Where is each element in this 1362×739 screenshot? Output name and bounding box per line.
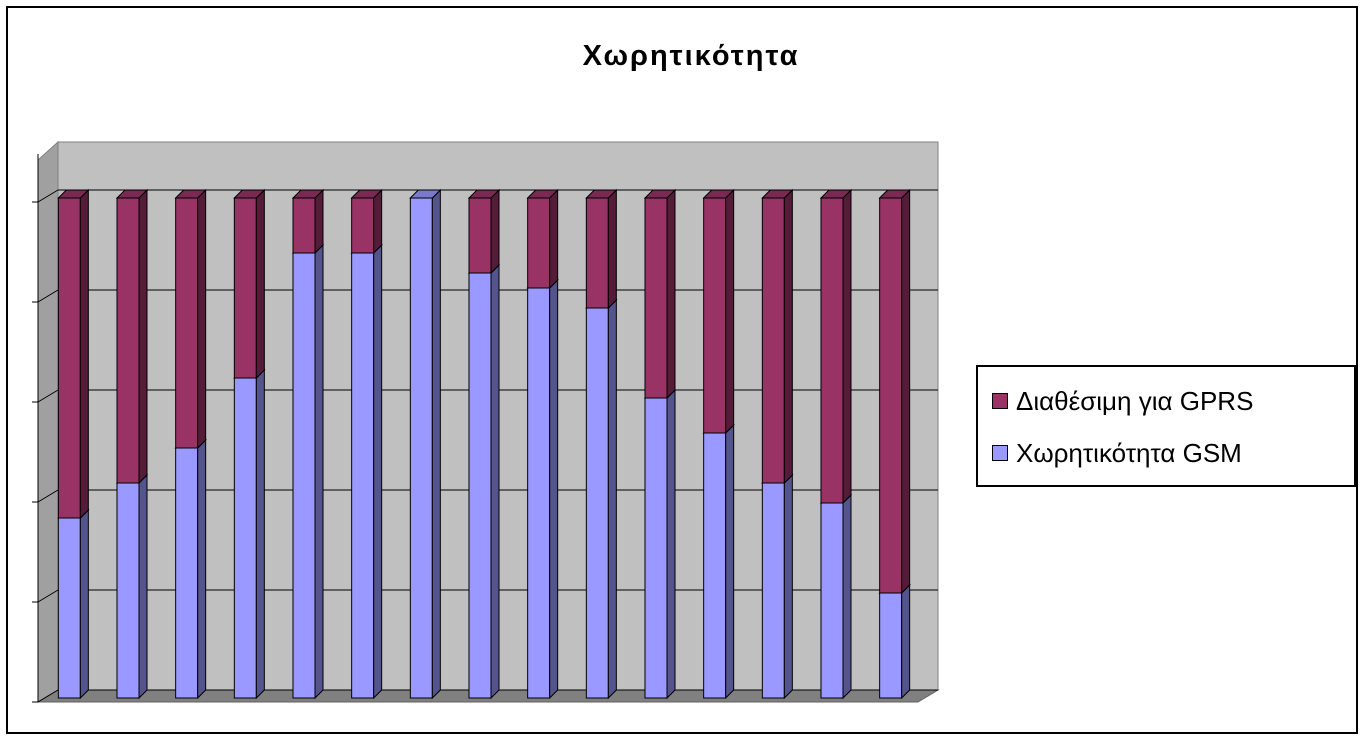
bar-side-gprs — [725, 188, 735, 435]
bar-side-gprs — [901, 188, 911, 595]
bar-gsm — [468, 272, 492, 699]
bar-gprs — [527, 197, 551, 289]
bar-gprs — [175, 197, 199, 449]
bar-top-gprs — [115, 189, 149, 199]
bar-gsm — [57, 517, 81, 699]
bar-top-gprs — [291, 189, 325, 199]
bar-top-gprs — [702, 189, 735, 199]
bar-gprs — [233, 197, 257, 379]
legend-label-gprs: Διαθέσιμη για GPRS — [1016, 385, 1254, 416]
bar-side-gprs — [138, 188, 148, 485]
gridline-side — [37, 589, 59, 603]
bar-side-gprs — [314, 188, 324, 255]
bar-top-gprs — [761, 189, 794, 199]
legend: Διαθέσιμη για GPRS Χωρητικότητα GSM — [976, 365, 1356, 487]
bar-side-gsm — [255, 368, 265, 700]
bar-side-gsm — [79, 508, 89, 700]
bar-side-gprs — [666, 188, 676, 400]
bar-gsm — [703, 432, 727, 699]
bar-top-gprs — [174, 189, 207, 199]
bar-gprs — [468, 197, 492, 274]
bar-gprs — [820, 197, 844, 504]
bar-side-gsm — [490, 263, 500, 700]
gridline-side — [37, 389, 59, 403]
legend-item-gsm: Χωρητικότητα GSM — [992, 433, 1242, 473]
legend-item-gprs: Διαθέσιμη για GPRS — [992, 381, 1253, 421]
bar-gsm — [409, 197, 433, 699]
bar-gprs — [644, 197, 668, 399]
gridline-side — [37, 189, 59, 203]
bar-top-gprs — [57, 189, 90, 199]
bar-top-gprs — [585, 189, 618, 199]
bar-side-gsm — [314, 243, 324, 700]
bar-gsm — [233, 377, 257, 699]
bar-side-gprs — [783, 188, 793, 485]
bar-top-gprs — [233, 189, 266, 199]
bar-gsm — [292, 252, 316, 699]
bar-top-gprs — [467, 189, 501, 199]
bar-side-gprs — [842, 188, 852, 505]
bar-side-gprs — [79, 188, 89, 520]
bar-gprs — [585, 197, 609, 309]
bar-gprs — [57, 197, 81, 519]
bar-top-gprs — [819, 189, 853, 199]
bar-side-gsm — [197, 438, 207, 700]
bar-side-gprs — [490, 188, 500, 275]
bar-top-gprs — [643, 189, 677, 199]
side-wall — [37, 140, 59, 703]
gridline-side — [37, 689, 59, 703]
bar-gsm — [879, 592, 903, 699]
bar-gsm — [351, 252, 375, 699]
legend-swatch-gsm — [992, 445, 1008, 461]
bar-side-gsm — [138, 473, 148, 700]
bar-gprs — [351, 197, 375, 254]
bar-side-gprs — [197, 188, 207, 450]
bar-gsm — [761, 482, 785, 699]
bar-side-gsm — [725, 423, 735, 700]
bar-side-gsm — [783, 473, 793, 700]
bar-gsm — [175, 447, 199, 699]
bar-side-gsm — [607, 298, 617, 700]
chart-title: Χωρητικότητα — [582, 40, 800, 72]
bar-gprs — [703, 197, 727, 434]
bar-gprs — [761, 197, 785, 484]
bar-side-gsm — [549, 278, 559, 700]
bar-top-gprs — [878, 189, 911, 199]
bar-side-gsm — [373, 243, 383, 700]
bar-side-gsm — [901, 583, 911, 700]
bar-side-gprs — [549, 188, 559, 290]
bar-gsm — [585, 307, 609, 699]
bar-side-gsm — [842, 493, 852, 700]
bar-side-gsm — [666, 388, 676, 700]
gridline-side — [37, 289, 59, 303]
bar-side-gprs — [255, 188, 265, 380]
bar-side-gsm — [431, 188, 441, 700]
bar-gprs — [116, 197, 140, 484]
bar-gprs — [292, 197, 316, 254]
bar-top-gprs — [350, 189, 383, 199]
bar-gsm — [116, 482, 140, 699]
bar-gprs — [879, 197, 903, 594]
bar-top-gprs — [526, 189, 559, 199]
legend-swatch-gprs — [992, 393, 1008, 409]
bar-gsm — [527, 287, 551, 699]
bar-top-gsm — [409, 189, 442, 199]
gridline-side — [37, 489, 59, 503]
bar-gsm — [820, 502, 844, 699]
bar-gsm — [644, 397, 668, 699]
legend-label-gsm: Χωρητικότητα GSM — [1016, 437, 1242, 468]
bar-side-gprs — [373, 188, 383, 255]
bar-side-gprs — [607, 188, 617, 310]
